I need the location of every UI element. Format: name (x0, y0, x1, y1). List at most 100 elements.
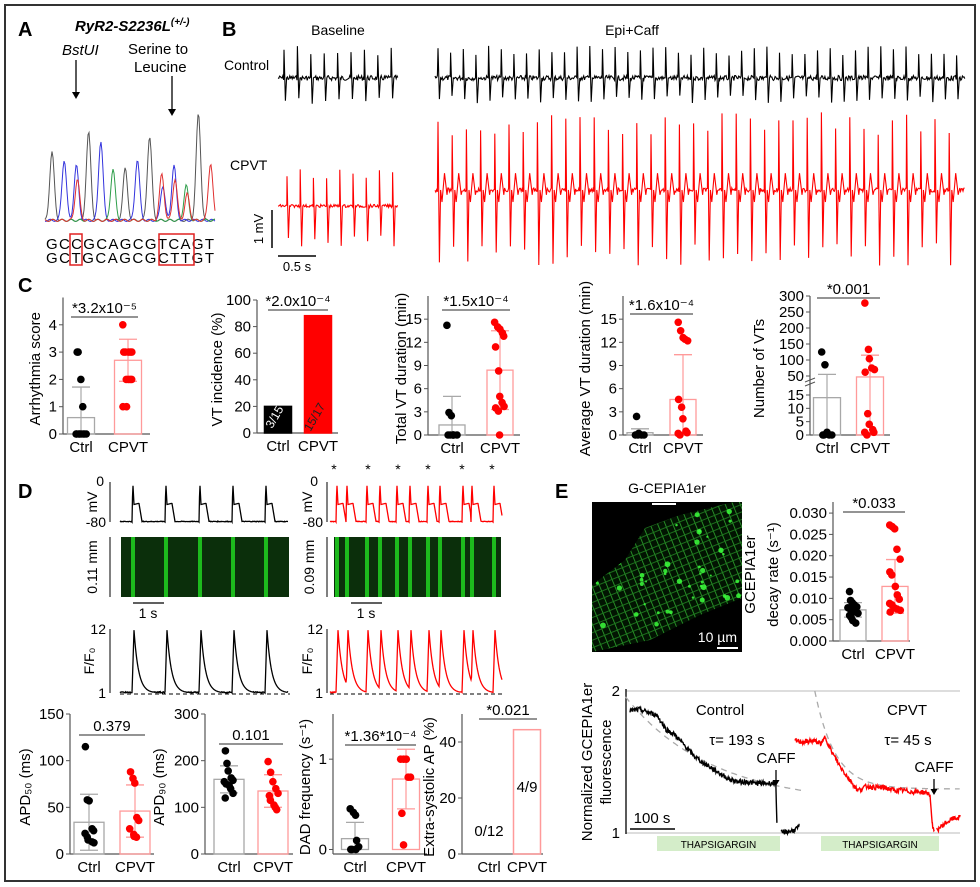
data-point-cpvt (891, 582, 900, 591)
data-point-cpvt (119, 321, 127, 329)
category-label-ctrl: Ctrl (440, 440, 463, 457)
bright-spot (726, 508, 732, 515)
data-point-ctrl (221, 794, 230, 802)
y-axis-label: Average VT duration (min) (577, 281, 594, 456)
y-tick-label: 300 (779, 288, 804, 305)
data-point-cpvt (398, 809, 406, 818)
category-label-ctrl: Ctrl (841, 646, 864, 663)
bar-cpvt (512, 728, 542, 855)
panel-label-e: E (555, 481, 568, 503)
bright-spot (675, 523, 678, 527)
linescan-background (121, 537, 289, 597)
cpvt-length-label: 0.09 mm (301, 540, 317, 594)
bright-spot (700, 580, 704, 584)
bar-count-label: 4/9 (517, 779, 538, 796)
data-point-ctrl (80, 430, 89, 438)
sequence-mutant: GCTGCAGCGCTTGT (46, 250, 214, 267)
bright-spot (665, 609, 670, 614)
y-tick-label: 100 (174, 799, 199, 816)
p-value-label: *1.6x10⁻⁴ (629, 297, 694, 314)
y-tick-label: 5 (796, 414, 804, 431)
linescan-background (334, 537, 501, 597)
y-axis-label: APD₅₀ (ms) (17, 748, 34, 825)
data-point-cpvt (677, 403, 686, 412)
bright-spot (633, 612, 639, 617)
calcium-transient-band (470, 537, 474, 597)
voltage-scale-label: 1 mV (251, 214, 266, 245)
image-title: G-CEPIA1er (628, 480, 706, 496)
chart-arrhythmia-score: 0 1 2 3 4 Arrhythmia score Ctrl CPVT *3.2x10⁻⁵ (27, 297, 150, 456)
bright-spot (706, 535, 709, 538)
data-point-cpvt (861, 299, 869, 307)
category-label-cpvt: CPVT (507, 859, 547, 876)
data-point-cpvt (494, 367, 503, 375)
p-value-label: 0.379 (93, 718, 131, 735)
bar-ctrl (263, 405, 293, 434)
calcium-transient-band (426, 537, 430, 597)
category-label-cpvt: CPVT (875, 646, 915, 663)
image-scale-label: 10 µm (698, 629, 737, 645)
data-point-cpvt (674, 318, 683, 327)
ctrl-calcium-trace (119, 630, 289, 695)
ctrl-v-bottom: -80 (86, 514, 106, 530)
ecg-control-baseline (277, 46, 399, 104)
y-tick-label: 0.020 (789, 548, 827, 565)
data-point-cpvt (893, 545, 901, 554)
data-point-ctrl (223, 759, 231, 768)
data-point-ctrl (229, 789, 237, 798)
bright-spot (656, 611, 660, 615)
ecg-cpvt-epi-caff (434, 112, 965, 266)
data-point-ctrl (851, 619, 860, 627)
y-tick-label: 0 (49, 426, 57, 443)
mutation-label-2: Leucine (134, 59, 187, 76)
data-point-cpvt (676, 431, 684, 439)
y-tick-label: 3 (609, 404, 617, 421)
y-tick-label: 300 (174, 706, 199, 723)
y-tick-label: 200 (174, 753, 199, 770)
extra-systole-asterisk: * (331, 461, 337, 477)
calcium-transient-band (264, 537, 268, 597)
y-tick-label: 0.005 (789, 612, 827, 629)
p-value-label: *0.001 (827, 281, 870, 298)
ap-calcium-traces: * * * * * * (119, 461, 503, 695)
ecg-traces (277, 45, 966, 266)
data-point-cpvt (126, 768, 135, 776)
data-point-cpvt (683, 336, 692, 345)
category-label-ctrl: Ctrl (266, 438, 289, 455)
y-tick-label: 0 (319, 841, 327, 858)
bright-spot (709, 574, 712, 577)
time-scale-label: 100 s (634, 810, 671, 827)
y-tick-label: 20 (234, 398, 251, 415)
bright-spot (639, 582, 644, 587)
data-point-cpvt (128, 348, 136, 356)
category-label-cpvt: CPVT (115, 859, 155, 876)
bright-spot (600, 622, 606, 629)
data-point-cpvt (870, 365, 879, 374)
data-point-ctrl (449, 431, 458, 439)
bright-spot (735, 579, 740, 584)
data-point-cpvt (499, 332, 508, 340)
data-point-cpvt (272, 805, 281, 814)
bright-spot (728, 519, 732, 523)
sequence-wild-type: GCCGCAGCGTCAGT (46, 236, 214, 253)
chromatogram (44, 114, 216, 222)
y-tick-label: 0.000 (789, 633, 827, 650)
baseline-heading: Baseline (311, 22, 365, 38)
data-point-cpvt (125, 825, 134, 833)
data-point-cpvt (676, 326, 685, 335)
thapsigargin-label: THAPSIGARGIN (681, 840, 757, 851)
data-point-ctrl (81, 742, 90, 751)
y-axis-label-line-2: fluorescence (598, 719, 615, 804)
bright-spot (663, 572, 667, 576)
ctrl-ff-bottom: 1 (98, 685, 106, 701)
gcepia-trace-panel: 1 2 Normalized GCEPIA1er fluorescence 100 s T… (579, 683, 961, 851)
data-point-ctrl (821, 361, 829, 369)
bright-spot (694, 512, 700, 518)
control-fluorescence-trace (629, 705, 800, 837)
bright-spot (696, 529, 702, 535)
y-tick-label: 0 (414, 427, 422, 444)
calcium-transient-band (408, 537, 412, 597)
y-tick-label: 0.025 (789, 526, 827, 543)
